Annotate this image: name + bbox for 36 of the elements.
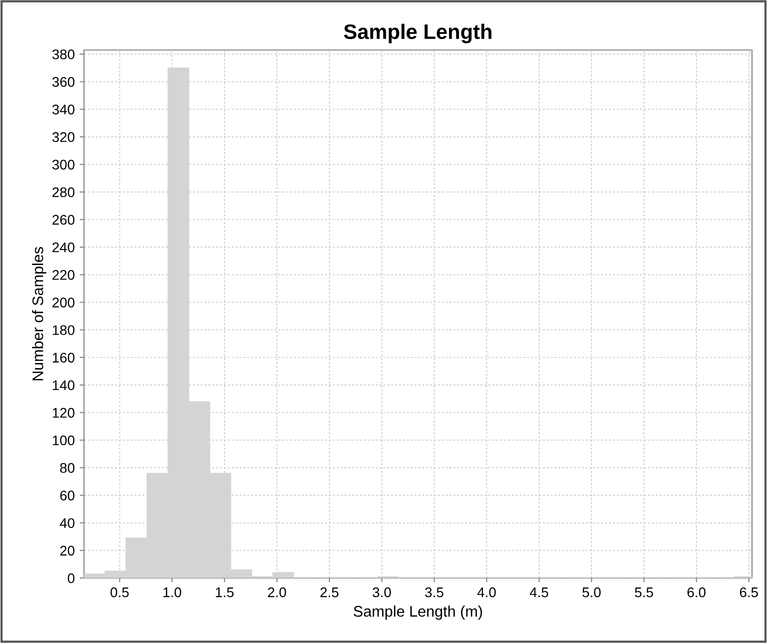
y-tick-label: 80 [60, 463, 74, 473]
y-tick-label: 300 [52, 160, 74, 170]
x-tick-label: 5.0 [582, 587, 601, 598]
x-tick-label: 6.5 [740, 587, 758, 598]
x-tick-label: 4.0 [477, 587, 496, 598]
y-tick-label: 120 [52, 408, 74, 418]
y-tick-label: 340 [52, 104, 74, 114]
x-tick-label: 4.5 [530, 588, 548, 598]
y-tick-label: 20 [60, 546, 74, 556]
y-tick-label: 60 [60, 490, 74, 500]
y-tick-label: 260 [52, 214, 74, 225]
y-tick-label: 220 [52, 270, 74, 280]
y-tick-label: 160 [52, 352, 74, 363]
y-tick-label: 240 [52, 242, 74, 252]
y-tick-label: 380 [52, 49, 74, 60]
x-tick-label: 0.5 [110, 587, 129, 598]
x-tick-label: 5.5 [634, 588, 654, 598]
y-tick-label: 0 [68, 573, 74, 584]
chart-title: Sample Length [344, 24, 492, 44]
y-tick-label: 320 [52, 132, 74, 142]
x-tick-label: 1.0 [163, 587, 182, 598]
x-tick-label: 3.5 [425, 587, 444, 598]
x-tick-label: 1.5 [216, 588, 234, 598]
x-tick-label: 2.5 [320, 587, 338, 598]
y-tick-label: 100 [52, 435, 74, 446]
x-tick-label: 2.0 [268, 587, 286, 598]
x-tick-label: 6.0 [687, 587, 706, 598]
y-tick-label: 140 [52, 380, 74, 390]
y-tick-label: 200 [52, 298, 74, 308]
x-axis-title: Sample Length (m) [354, 606, 482, 620]
y-axis-title: Number of Samples [32, 247, 46, 380]
y-tick-label: 40 [60, 518, 74, 528]
x-tick-label: 3.0 [372, 587, 391, 598]
y-tick-label: 360 [52, 77, 74, 87]
y-tick-label: 180 [52, 325, 74, 336]
y-tick-label: 280 [52, 187, 74, 198]
